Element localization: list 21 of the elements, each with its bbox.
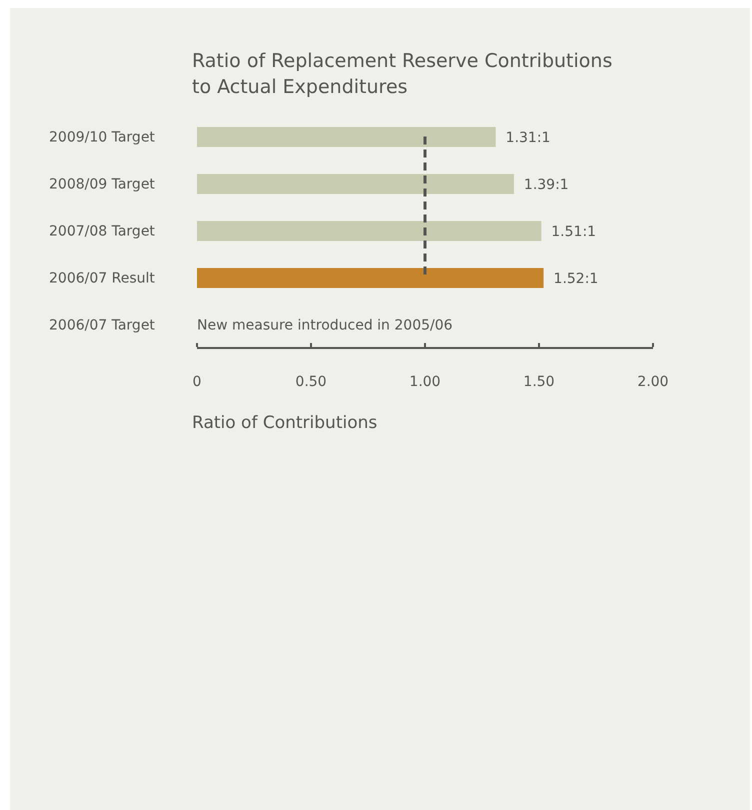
data-label: 1.51:1 <box>551 224 596 240</box>
data-label: 1.31:1 <box>506 130 550 146</box>
x-tick-label: 0.50 <box>295 374 327 390</box>
x-tick-label: 2.00 <box>637 374 669 390</box>
bar <box>197 174 514 194</box>
data-label: 1.39:1 <box>524 176 569 193</box>
x-axis-title: Ratio of Contributions <box>192 413 378 433</box>
bar <box>197 221 542 241</box>
bar <box>197 127 496 147</box>
bar <box>197 268 544 288</box>
x-tick-label: 1.50 <box>523 374 555 390</box>
x-tick-label: 0 <box>192 374 202 390</box>
chart-title: Ratio of Replacement Reserve Contributions to Actual Expenditures <box>192 49 614 100</box>
y-tick-label: 2007/08 Target <box>49 223 156 240</box>
annotation: New measure introduced in 2005/06 <box>197 317 453 334</box>
y-tick-label: 2006/07 Target <box>49 317 156 334</box>
y-tick-label: 2006/07 Result <box>49 270 156 286</box>
y-tick-label: 2009/10 Target <box>49 129 156 146</box>
y-tick-label: 2008/09 Target <box>49 176 156 192</box>
data-label: 1.52:1 <box>554 270 598 287</box>
x-tick-label: 1.00 <box>409 374 441 390</box>
